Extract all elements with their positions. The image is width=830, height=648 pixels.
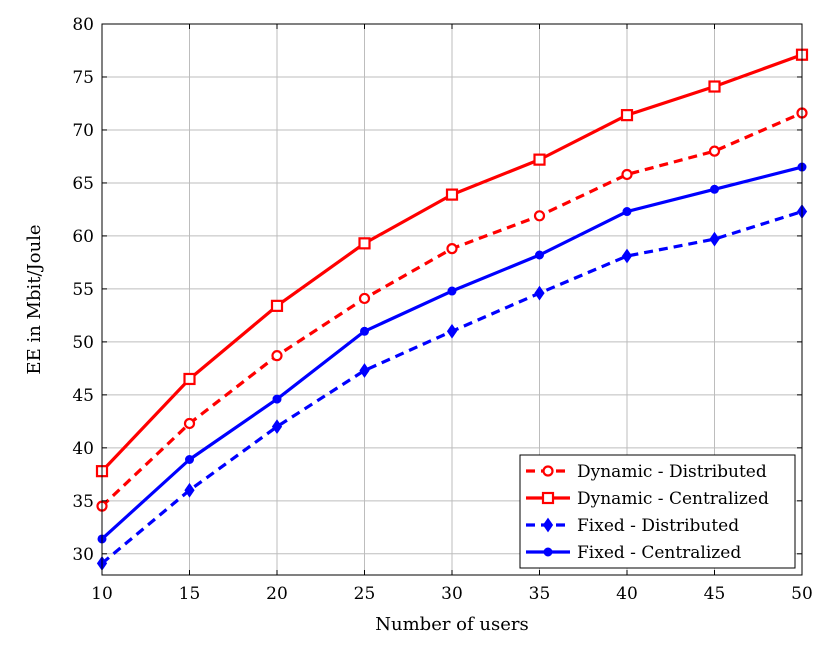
data-point bbox=[447, 286, 457, 296]
data-point bbox=[271, 350, 283, 362]
legend-label: Fixed - Distributed bbox=[577, 516, 739, 536]
x-tick-label: 50 bbox=[791, 584, 813, 604]
legend-item: Dynamic - Distributed bbox=[526, 462, 767, 482]
data-point bbox=[621, 168, 633, 181]
x-axis-label: Number of users bbox=[375, 614, 528, 635]
data-point bbox=[708, 80, 721, 93]
data-point bbox=[359, 363, 370, 378]
legend-item: Dynamic - Centralized bbox=[526, 489, 769, 509]
tick-labels: 10 15 20 25 30 35 40 45 50 30 35 40 45 50 55 60 65 70 75 80 bbox=[72, 15, 812, 604]
y-tick-label: 45 bbox=[72, 386, 94, 406]
data-point bbox=[708, 145, 721, 157]
data-point bbox=[709, 231, 720, 247]
legend-marker bbox=[543, 547, 553, 557]
legend-box bbox=[519, 454, 796, 569]
x-tick-label: 45 bbox=[704, 584, 726, 604]
y-tick-label: 75 bbox=[72, 68, 94, 88]
data-point bbox=[183, 417, 196, 430]
y-tick-label: 50 bbox=[72, 333, 94, 353]
y-tick-label: 60 bbox=[72, 227, 94, 247]
legend-item: Fixed - Centralized bbox=[526, 543, 741, 563]
series-group bbox=[95, 48, 809, 571]
y-axis-label: EE in Mbit/Joule bbox=[24, 224, 45, 374]
x-tick-label: 25 bbox=[354, 584, 376, 604]
data-point bbox=[622, 207, 632, 217]
series-fixed-distributed bbox=[96, 204, 808, 571]
legend-label: Dynamic - Centralized bbox=[577, 489, 769, 509]
data-point bbox=[360, 326, 369, 336]
x-tick-label: 15 bbox=[179, 584, 201, 604]
data-point bbox=[533, 210, 546, 222]
legend-item: Fixed - Distributed bbox=[526, 516, 739, 536]
data-point bbox=[621, 248, 633, 264]
x-tick-label: 20 bbox=[266, 584, 288, 604]
y-tick-label: 40 bbox=[72, 439, 94, 459]
y-tick-label: 30 bbox=[72, 545, 94, 565]
data-point bbox=[272, 394, 282, 404]
x-tick-label: 35 bbox=[529, 584, 551, 604]
y-tick-label: 80 bbox=[72, 15, 94, 35]
legend-marker bbox=[541, 491, 555, 505]
y-tick-label: 65 bbox=[72, 174, 94, 194]
y-tick-label: 35 bbox=[72, 492, 94, 512]
data-point bbox=[358, 292, 371, 305]
data-point bbox=[270, 299, 284, 312]
data-point bbox=[534, 285, 545, 301]
y-tick-label: 55 bbox=[72, 280, 94, 300]
x-tick-label: 30 bbox=[441, 584, 463, 604]
legend: Dynamic - Distributed Dynamic - Centraliz… bbox=[519, 454, 796, 569]
series-dynamic-centralized bbox=[95, 48, 809, 478]
data-point bbox=[185, 455, 194, 465]
data-point bbox=[533, 153, 546, 166]
x-tick-label: 40 bbox=[616, 584, 638, 604]
data-point bbox=[446, 323, 458, 339]
legend-marker bbox=[542, 465, 554, 477]
y-tick-label: 70 bbox=[72, 121, 94, 141]
data-point bbox=[535, 250, 544, 260]
data-point bbox=[358, 237, 371, 250]
legend-marker bbox=[542, 517, 554, 533]
data-point bbox=[620, 109, 634, 122]
grid bbox=[101, 23, 803, 575]
data-point bbox=[445, 188, 459, 201]
data-point bbox=[710, 184, 719, 194]
legend-label: Fixed - Centralized bbox=[577, 543, 741, 563]
series-fixed-centralized bbox=[97, 162, 807, 544]
data-point bbox=[271, 419, 283, 435]
x-tick-label: 10 bbox=[91, 584, 113, 604]
data-point bbox=[184, 482, 195, 498]
data-point bbox=[446, 243, 458, 255]
legend-label: Dynamic - Distributed bbox=[577, 462, 767, 482]
data-point bbox=[183, 372, 196, 386]
